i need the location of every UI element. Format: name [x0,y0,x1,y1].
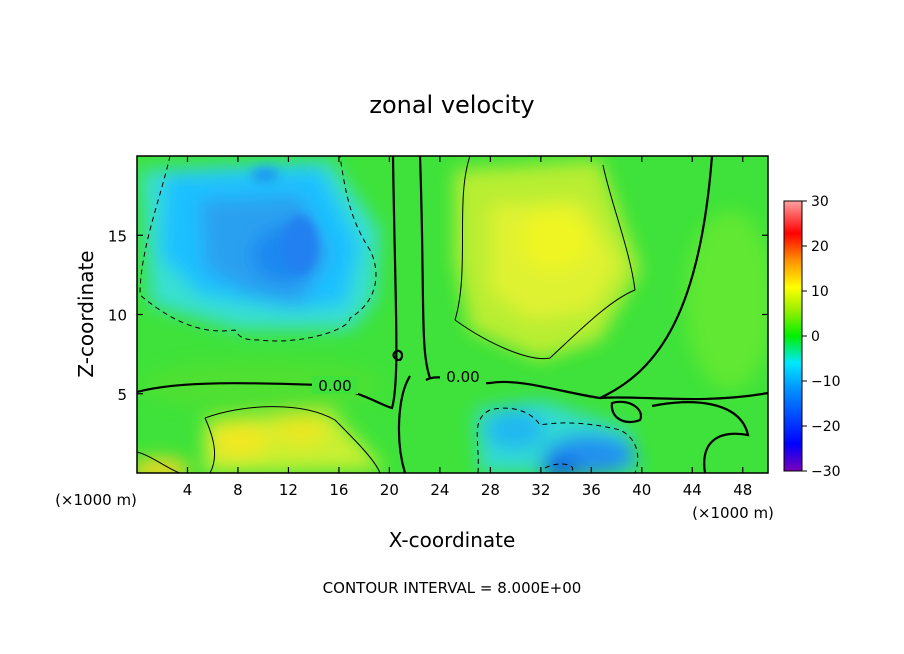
contour-interval-note: CONTOUR INTERVAL = 8.000E+00 [323,579,582,597]
x-axis-label: X-coordinate [389,528,516,552]
y-tick-label: 5 [117,386,127,404]
colorbar-tick-label: −30 [811,464,841,480]
x-tick-label: 36 [582,481,601,499]
x-tick-label: 28 [481,481,500,499]
colorbar-tick-label: 0 [811,329,820,345]
x-tick-label: 44 [683,481,702,499]
y-tick-label: 15 [108,227,127,245]
colorbar: 30 20 10 0 −10 −20 −30 [783,194,841,480]
colorbar-tick-label: −10 [811,374,841,390]
x-tick-label: 20 [380,481,399,499]
y-axis-ticks: 5 10 15 [108,227,768,404]
x-tick-label: 32 [531,481,550,499]
x-tick-label: 40 [632,481,651,499]
colorbar-tick-label: −20 [811,419,841,435]
colorbar-tick-label: 30 [811,194,829,210]
heatmap-field [137,156,768,473]
colorbar-gradient [783,200,803,472]
colorbar-tick-label: 10 [811,284,829,300]
x-tick-label: 12 [279,481,298,499]
x-tick-label: 48 [733,481,752,499]
x-tick-label: 16 [329,481,348,499]
contour-label-2: 0.00 [446,368,479,386]
x-unit-left: (×1000 m) [55,491,137,509]
y-tick-label: 10 [108,307,127,325]
x-unit-right: (×1000 m) [692,504,774,522]
chart-title: zonal velocity [369,91,534,119]
x-tick-label: 4 [183,481,193,499]
contour-label-1: 0.00 [318,377,351,395]
x-tick-label: 24 [430,481,449,499]
x-axis-ticks: 4 8 12 16 20 24 28 32 36 40 44 48 [183,156,752,499]
y-axis-label: Z-coordinate [74,250,98,377]
colorbar-tick-label: 20 [811,239,829,255]
colorbar-ticks: 30 20 10 0 −10 −20 −30 [802,194,841,480]
x-tick-label: 8 [233,481,243,499]
